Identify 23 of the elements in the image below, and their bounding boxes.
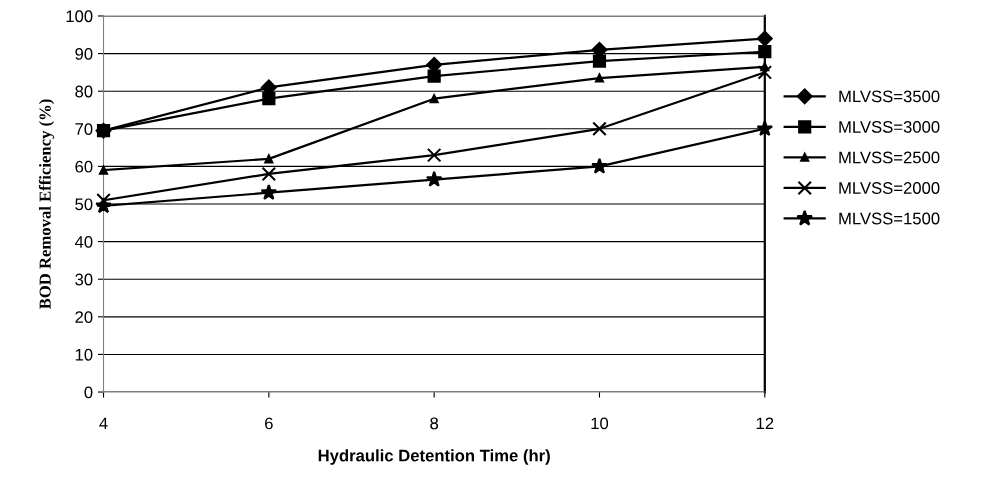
legend-label: MLVSS=1500 xyxy=(839,212,940,225)
x-tick-label: 10 xyxy=(591,417,609,430)
x-tick-label: 6 xyxy=(265,417,273,430)
y-tick-label: 60 xyxy=(75,160,93,173)
y-tick-label: 0 xyxy=(84,386,93,399)
legend-label: MLVSS=2500 xyxy=(839,151,940,164)
legend-label: MLVSS=2000 xyxy=(839,182,940,194)
y-tick-label: 30 xyxy=(75,273,93,286)
y-tick-label: 50 xyxy=(75,198,93,211)
y-tick-label: 80 xyxy=(75,85,93,98)
y-tick-label: 10 xyxy=(75,348,93,361)
x-tick-label: 4 xyxy=(99,417,108,430)
x-tick-label: 8 xyxy=(430,417,439,430)
x-tick-label: 12 xyxy=(756,417,774,430)
y-tick-label: 40 xyxy=(74,236,93,248)
y-tick-label: 20 xyxy=(75,311,93,324)
y-axis-title: BOD Removal Efficiency (%) xyxy=(38,99,55,310)
x-axis-title: Hydraulic Detention Time (hr) xyxy=(318,449,550,465)
y-tick-label: 100 xyxy=(66,10,93,23)
y-tick-label: 90 xyxy=(75,47,93,60)
legend-label: MLVSS=3500 xyxy=(839,90,940,103)
legend-label: MLVSS=3000 xyxy=(839,121,940,133)
y-tick-label: 70 xyxy=(75,123,93,135)
